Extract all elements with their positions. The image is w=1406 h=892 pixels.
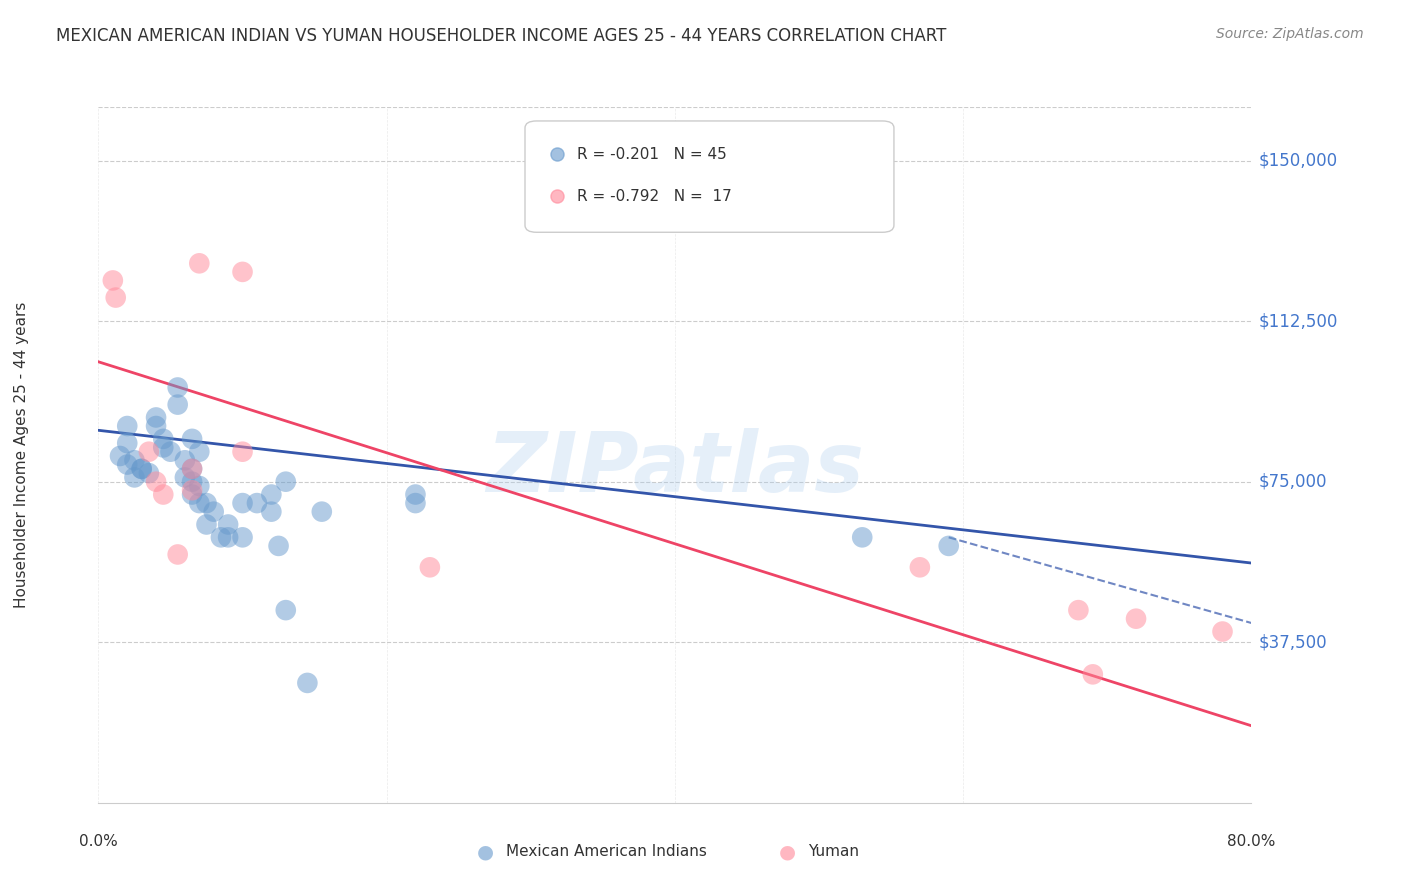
Point (217, 517, 239, 532)
Point (166, 548, 188, 562)
Point (181, 432, 204, 446)
Point (246, 496, 269, 510)
Point (661, 796, 683, 810)
Point (311, 505, 333, 519)
Point (181, 462, 204, 476)
Point (159, 444, 181, 458)
Text: R = -0.201   N = 45: R = -0.201 N = 45 (576, 147, 727, 161)
Point (1125, 612, 1147, 626)
Point (138, 444, 160, 458)
Point (117, 419, 138, 434)
Point (419, 560, 441, 574)
Point (181, 475, 204, 489)
Text: $75,000: $75,000 (1258, 473, 1327, 491)
Point (124, 470, 146, 484)
Point (231, 496, 254, 510)
Text: Householder Income Ages 25 - 44 years: Householder Income Ages 25 - 44 years (14, 301, 28, 608)
Point (260, 487, 283, 501)
Text: 0.0%: 0.0% (79, 834, 118, 849)
Point (217, 530, 239, 544)
Point (181, 462, 204, 476)
Point (661, 796, 683, 810)
Point (174, 453, 197, 467)
Text: R = -0.792   N =  17: R = -0.792 N = 17 (576, 188, 731, 203)
Point (209, 530, 232, 544)
Text: Mexican American Indians: Mexican American Indians (506, 845, 707, 859)
Point (405, 496, 427, 510)
Point (231, 444, 254, 458)
Point (181, 487, 204, 501)
Point (908, 560, 931, 574)
Text: ●: ● (779, 842, 796, 862)
Point (274, 475, 297, 489)
Point (405, 487, 427, 501)
Point (188, 444, 211, 458)
Point (152, 487, 174, 501)
Text: Source: ZipAtlas.com: Source: ZipAtlas.com (1216, 27, 1364, 41)
Point (138, 466, 160, 480)
Point (202, 505, 225, 519)
FancyBboxPatch shape (524, 121, 894, 232)
Point (124, 453, 146, 467)
Point (231, 530, 254, 544)
Point (166, 398, 188, 412)
Point (851, 530, 873, 544)
Point (1081, 667, 1104, 681)
Point (131, 462, 153, 476)
Point (231, 265, 254, 279)
Point (181, 483, 204, 498)
Point (297, 676, 319, 690)
Point (117, 436, 138, 450)
Point (188, 256, 211, 270)
Point (152, 432, 174, 446)
Point (260, 505, 283, 519)
Point (101, 273, 124, 287)
Text: $37,500: $37,500 (1258, 633, 1327, 651)
Text: ●: ● (477, 842, 494, 862)
Text: $112,500: $112,500 (1258, 312, 1337, 330)
Point (188, 479, 211, 493)
Point (195, 517, 218, 532)
Point (1067, 603, 1090, 617)
Point (131, 462, 153, 476)
Text: 80.0%: 80.0% (1227, 834, 1275, 849)
Text: ZIPatlas: ZIPatlas (486, 428, 863, 509)
Text: Yuman: Yuman (808, 845, 859, 859)
Point (145, 410, 167, 425)
Point (195, 496, 218, 510)
Point (117, 458, 138, 472)
Text: $150,000: $150,000 (1258, 152, 1337, 169)
Point (145, 419, 167, 434)
Point (274, 603, 297, 617)
Point (938, 539, 960, 553)
Point (1212, 624, 1234, 639)
Point (145, 475, 167, 489)
Point (104, 291, 127, 305)
Point (267, 539, 290, 553)
Point (108, 449, 131, 463)
Point (188, 496, 211, 510)
Text: MEXICAN AMERICAN INDIAN VS YUMAN HOUSEHOLDER INCOME AGES 25 - 44 YEARS CORRELATI: MEXICAN AMERICAN INDIAN VS YUMAN HOUSEHO… (56, 27, 946, 45)
Point (166, 380, 188, 394)
Point (174, 470, 197, 484)
Point (152, 441, 174, 455)
